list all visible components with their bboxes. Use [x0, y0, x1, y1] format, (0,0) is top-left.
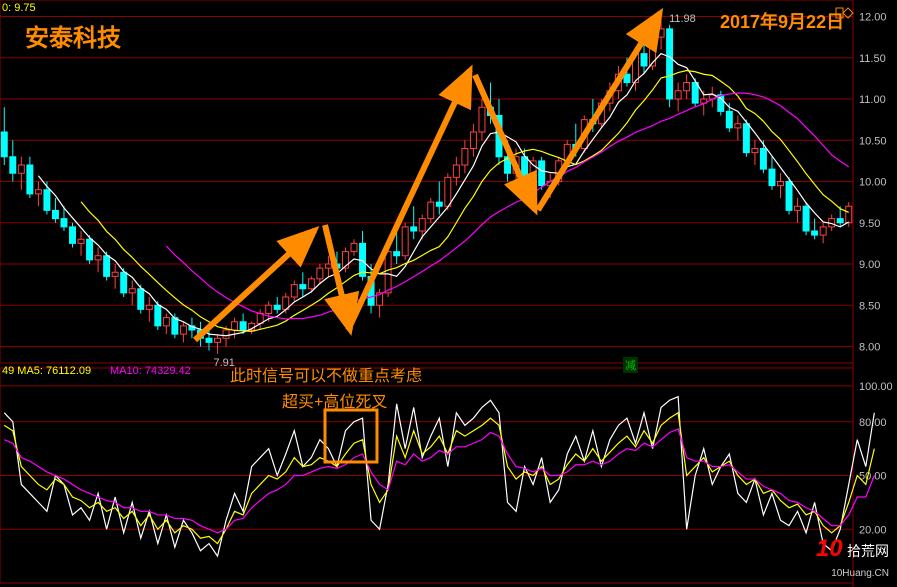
date-annotation: 2017年9月22日 — [720, 8, 844, 34]
svg-text:9.50: 9.50 — [859, 218, 880, 230]
watermark: 10 拾荒网 10Huang.CN — [816, 535, 889, 581]
chart-svg: 8.00 8.50 9.00 9.50 10.00 10.50 11.00 11.50 12.0… — [0, 0, 897, 587]
ma5-label: 49 MA5: 76112.09 — [2, 365, 91, 377]
svg-text:12.00: 12.00 — [859, 12, 887, 24]
note-line-2: 超买+高位死叉 — [282, 388, 387, 412]
header-price: 0: 9.75 — [2, 2, 36, 14]
svg-text:10.00: 10.00 — [859, 177, 887, 189]
ma10-label: MA10: 74329.42 — [110, 365, 191, 377]
stock-title: 安泰科技 — [25, 18, 121, 53]
note-line-1: 此时信号可以不做重点考虑 — [230, 362, 422, 386]
svg-text:11.98: 11.98 — [669, 13, 696, 25]
svg-text:8.00: 8.00 — [859, 342, 880, 354]
svg-text:9.00: 9.00 — [859, 259, 880, 271]
marker-jian: 减 — [623, 357, 638, 373]
svg-text:8.50: 8.50 — [859, 300, 880, 312]
svg-text:11.00: 11.00 — [859, 94, 886, 106]
svg-text:10.50: 10.50 — [859, 135, 887, 147]
svg-text:11.50: 11.50 — [859, 53, 886, 65]
svg-text:100.00: 100.00 — [859, 381, 893, 393]
